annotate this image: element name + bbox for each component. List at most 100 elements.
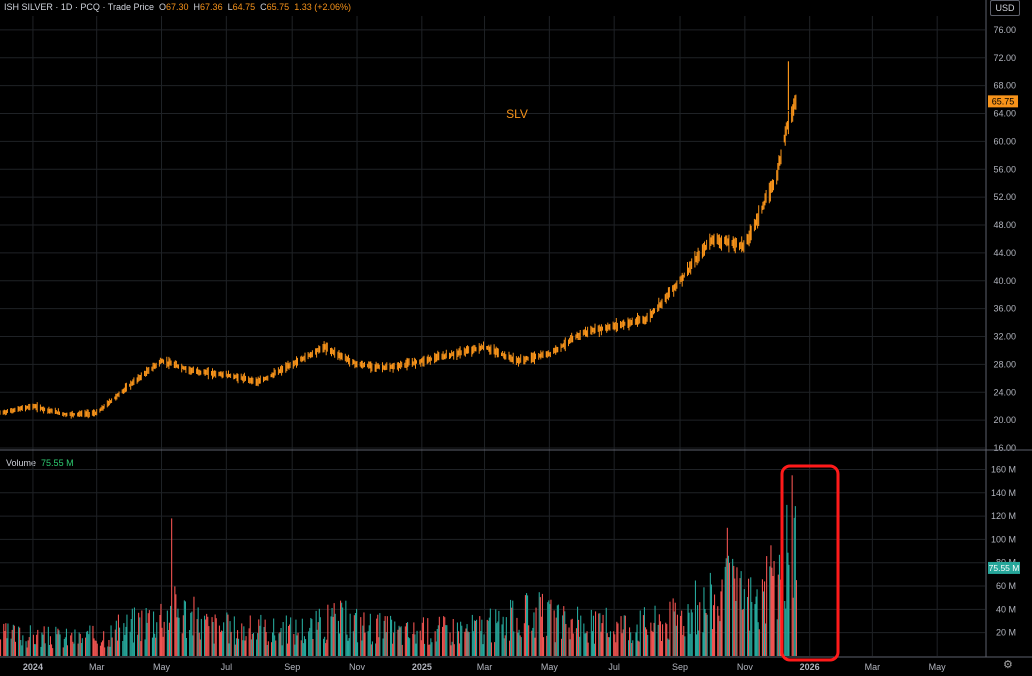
symbol-name[interactable]: ISH SILVER — [4, 2, 53, 12]
volume-bar — [725, 558, 727, 656]
volume-bar — [654, 605, 656, 656]
change-value: 1.33 (+2.06%) — [294, 2, 351, 12]
volume-bar — [176, 617, 178, 656]
volume-tick-label: 40 M — [996, 604, 1016, 614]
volume-bar — [453, 644, 455, 656]
volume-bar — [80, 643, 82, 656]
volume-bar — [687, 604, 689, 656]
volume-bar — [6, 638, 8, 656]
volume-bar — [348, 638, 350, 656]
volume-bar — [332, 616, 334, 656]
volume-bar — [206, 613, 208, 656]
volume-bar — [213, 643, 215, 656]
volume-bar — [48, 645, 50, 656]
volume-bar — [572, 633, 574, 656]
volume-bar — [325, 643, 327, 656]
volume-bar — [223, 622, 225, 656]
volume-bar — [449, 632, 451, 656]
volume-bar — [543, 637, 545, 656]
volume-bar — [243, 626, 245, 656]
volume-bar — [333, 603, 335, 656]
volume-bar — [690, 609, 692, 656]
volume-bar — [794, 506, 796, 656]
volume-bar — [196, 619, 198, 656]
volume-bar — [639, 610, 641, 656]
volume-bar — [419, 630, 421, 656]
volume-bar — [630, 632, 632, 656]
volume-bar — [345, 600, 347, 656]
volume-bar — [553, 610, 555, 656]
volume-bar — [371, 641, 373, 656]
volume-bar — [562, 615, 564, 656]
volume-bar — [212, 622, 214, 656]
chart-header: ISH SILVER · 1D · PCQ · Trade Price O67.… — [4, 2, 351, 12]
volume-bar — [736, 567, 738, 656]
volume-bar — [450, 645, 452, 656]
price-tick-label: 72.00 — [993, 53, 1016, 63]
volume-bar — [735, 601, 737, 656]
volume-bar — [755, 596, 757, 656]
volume-bar — [360, 617, 362, 656]
settings-gear-icon[interactable]: ⚙ — [1003, 659, 1013, 671]
volume-bar — [638, 641, 640, 656]
volume-bar — [272, 632, 274, 656]
volume-bar — [316, 629, 318, 656]
volume-bar — [727, 555, 729, 656]
volume-bar — [674, 602, 676, 656]
volume-bar — [424, 643, 426, 656]
volume-bar — [305, 639, 307, 656]
volume-bar — [795, 580, 797, 656]
currency-button[interactable]: USD — [990, 0, 1020, 16]
volume-bar — [312, 639, 314, 656]
volume-tick-label: 20 M — [996, 628, 1016, 638]
volume-bar — [337, 620, 339, 656]
volume-bar — [22, 635, 24, 656]
volume-bar — [393, 632, 395, 656]
volume-bar — [605, 607, 607, 656]
volume-bar — [531, 630, 533, 656]
volume-bar — [59, 634, 61, 656]
volume-highlight-box — [780, 464, 840, 662]
interval[interactable]: 1D — [60, 2, 73, 12]
volume-bar — [211, 617, 213, 656]
volume-bar — [427, 618, 429, 656]
volume-bar — [494, 642, 496, 656]
volume-bar — [479, 616, 481, 656]
volume-value: 75.55 M — [41, 458, 74, 468]
volume-bar — [77, 643, 79, 656]
volume-bar — [509, 640, 511, 656]
volume-bar — [666, 624, 668, 656]
volume-bar — [193, 596, 195, 656]
volume-bar — [546, 635, 548, 656]
x-tick-label: Nov — [737, 662, 754, 672]
volume-bar — [548, 600, 550, 656]
volume-bar — [18, 626, 20, 656]
volume-bar — [476, 619, 478, 656]
volume-bar — [681, 610, 683, 656]
volume-bar — [776, 619, 778, 656]
volume-label: Volume — [6, 458, 37, 468]
volume-bar — [538, 592, 540, 656]
volume-bar — [742, 609, 744, 656]
volume-bar — [5, 623, 7, 656]
volume-bar — [422, 617, 424, 656]
volume-bar — [606, 633, 608, 656]
volume-bar — [356, 608, 358, 656]
volume-bar — [513, 631, 515, 656]
volume-bar — [528, 625, 530, 656]
volume-bar — [163, 621, 165, 656]
volume-bar — [607, 637, 609, 656]
volume-bar — [144, 639, 146, 656]
volume-bar — [363, 612, 365, 656]
volume-bar — [258, 619, 260, 656]
volume-bar — [326, 639, 328, 656]
volume-bar — [631, 643, 633, 656]
volume-bar — [315, 610, 317, 656]
volume-bar — [391, 619, 393, 656]
volume-bar — [673, 611, 675, 656]
volume-bar — [682, 634, 684, 656]
volume-bar — [629, 627, 631, 656]
volume-bar — [27, 640, 29, 656]
volume-bar — [130, 619, 132, 656]
